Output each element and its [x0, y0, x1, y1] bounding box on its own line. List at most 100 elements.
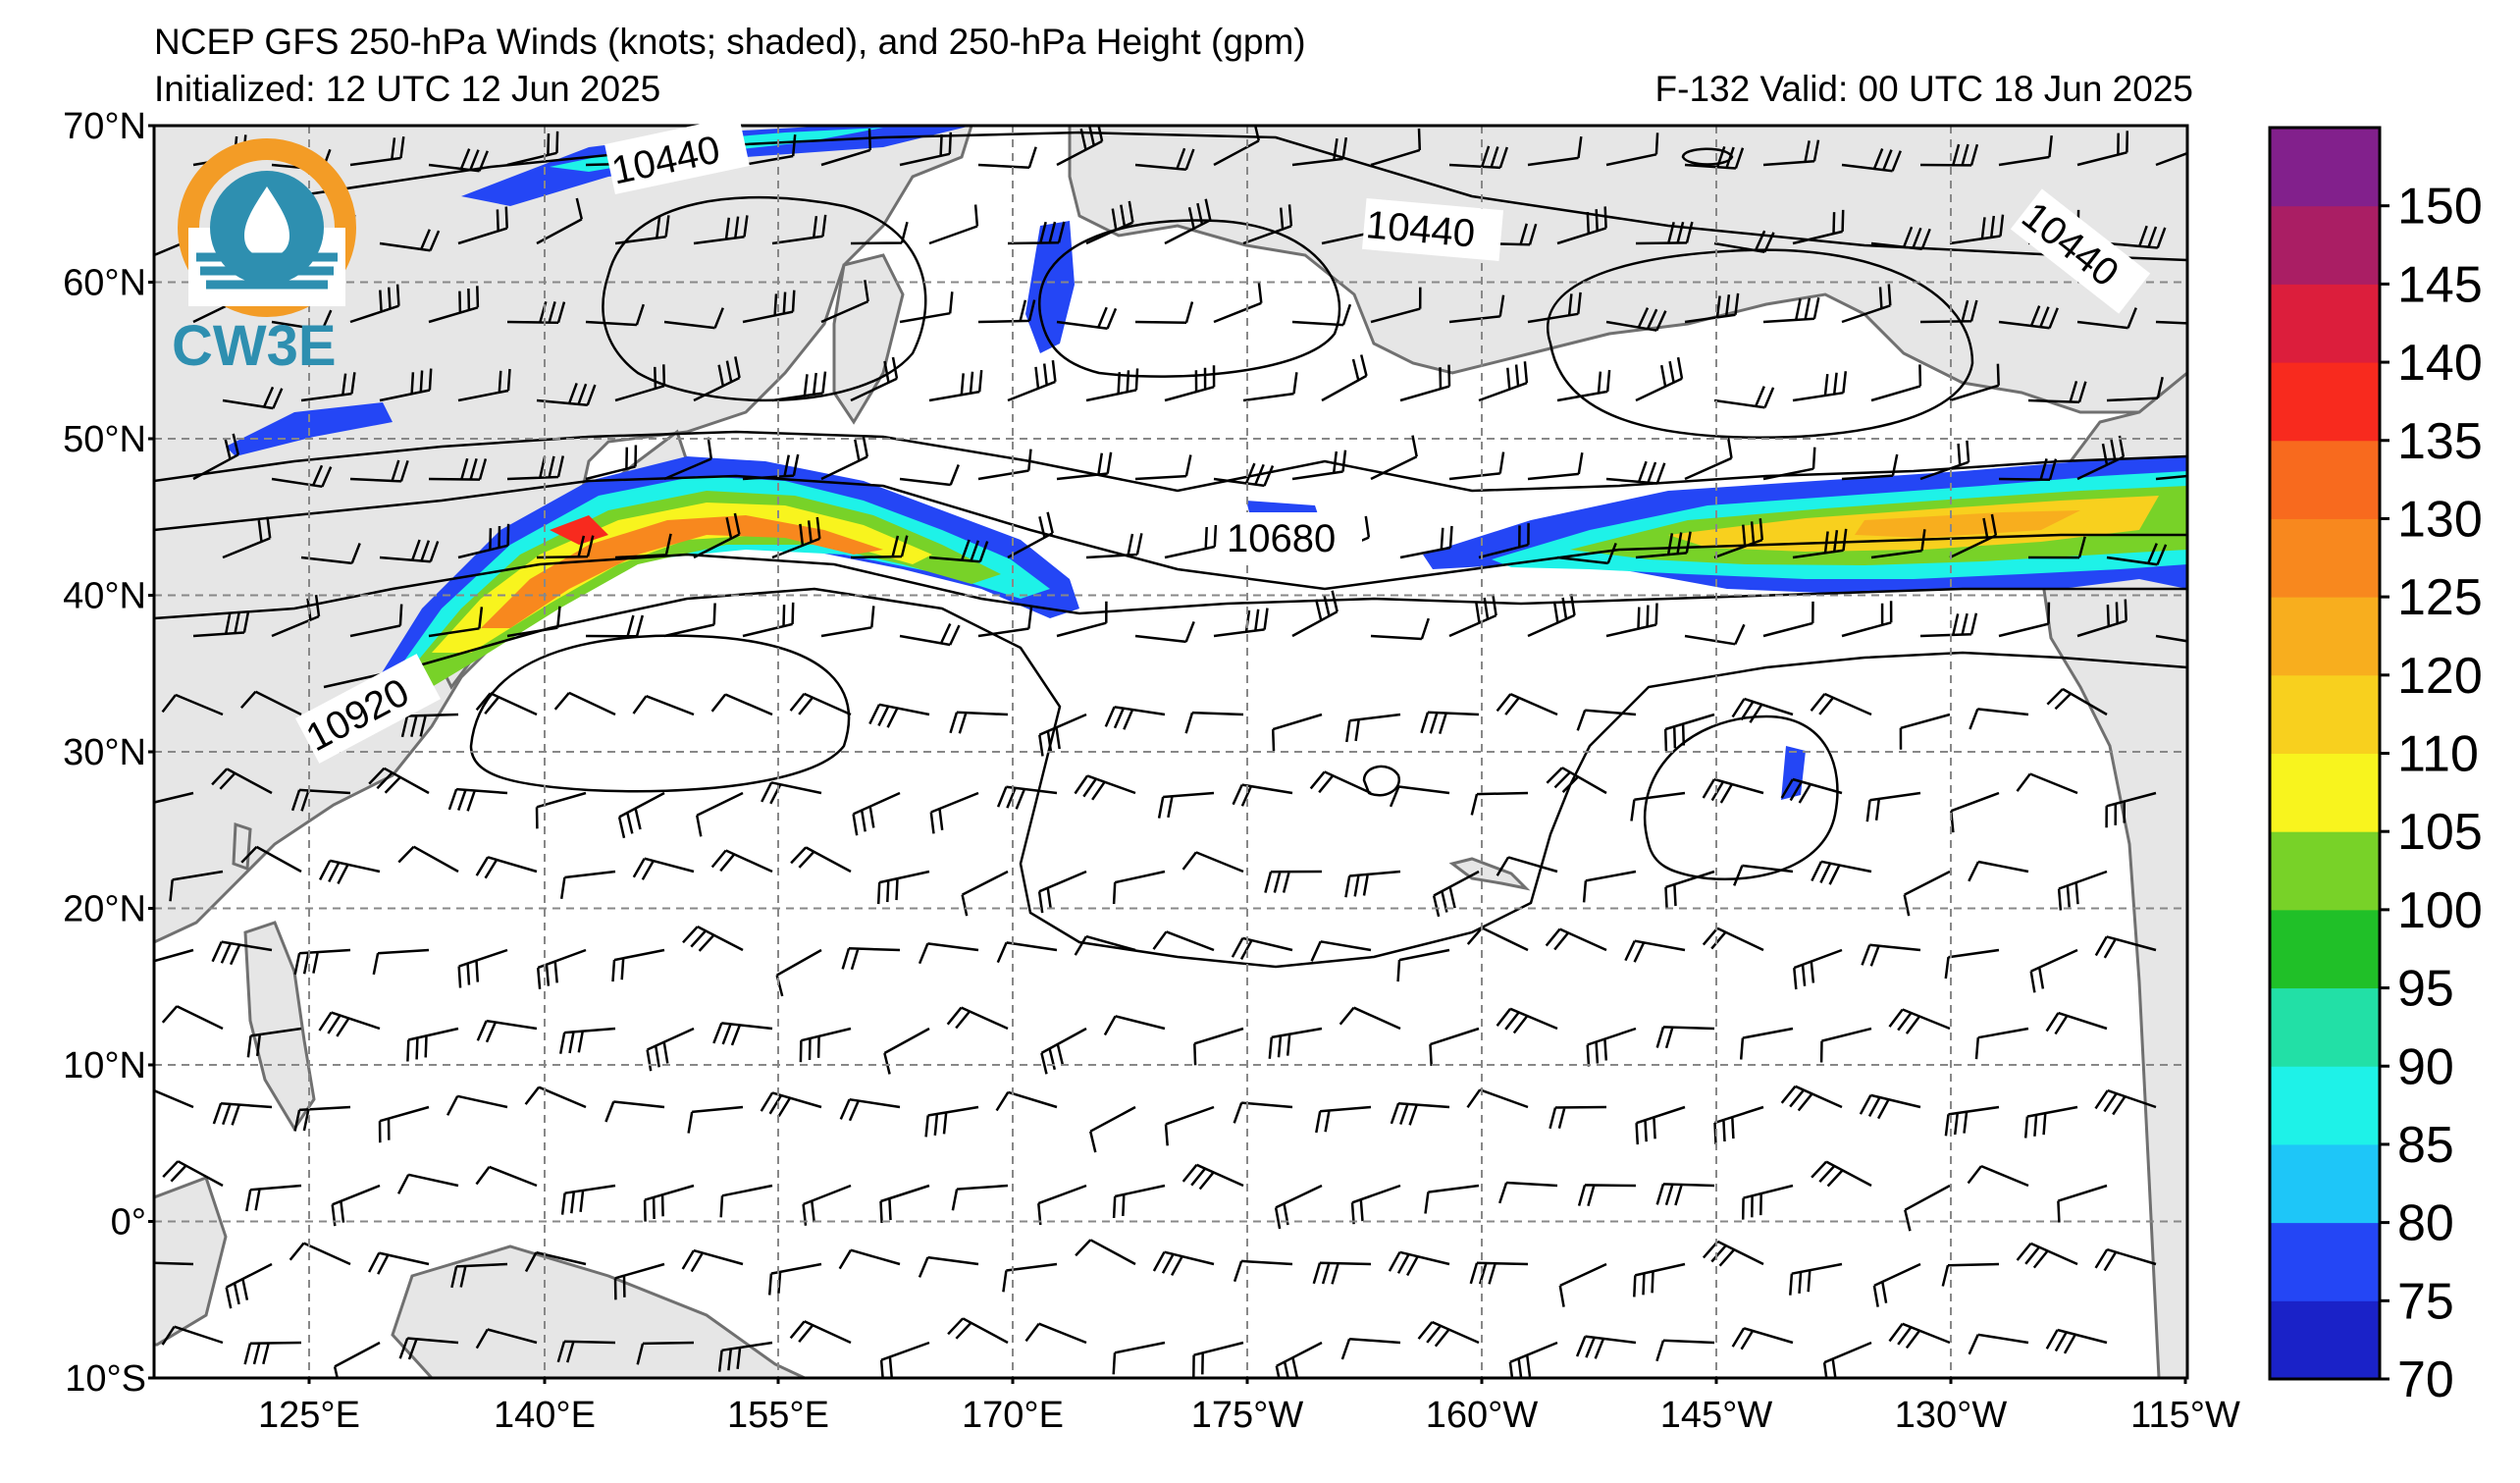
- colorbar-label: 130: [2397, 491, 2483, 548]
- wind-barb: [1968, 1333, 2029, 1355]
- wind-barb: [1164, 524, 1218, 559]
- logo-text: CW3E: [172, 314, 337, 378]
- colorbar-label: 105: [2397, 804, 2483, 861]
- wind-barb: [2076, 307, 2137, 330]
- wind-barb: [760, 1091, 822, 1118]
- wind-barb: [1056, 601, 1108, 638]
- wind-barb: [1605, 307, 1667, 332]
- colorbar-label: 110: [2397, 726, 2479, 783]
- wind-barb: [1664, 870, 1715, 909]
- colorbar-segment: [2270, 1300, 2380, 1380]
- wind-barb: [899, 622, 961, 647]
- wind-barb: [222, 386, 284, 410]
- colorbar-segment: [2270, 674, 2380, 754]
- colorbar-segment: [2270, 1143, 2380, 1224]
- wind-barb: [1870, 226, 1931, 251]
- colorbar-segment: [2270, 597, 2380, 676]
- wind-barb: [2155, 151, 2187, 167]
- wind-barb: [1865, 791, 1921, 822]
- wind-barb: [1075, 1239, 1136, 1266]
- wind-barb: [1164, 198, 1212, 245]
- wind-barb: [1007, 359, 1057, 402]
- lat-tick-label: 30°N: [63, 732, 146, 773]
- wind-barb: [1085, 200, 1134, 245]
- contour-line: [1681, 147, 1734, 166]
- wind-barb: [1242, 204, 1293, 245]
- contour-line: [154, 474, 2187, 591]
- wind-barb: [1466, 927, 1529, 952]
- wind-barb: [1088, 1105, 1136, 1153]
- wind-barb: [693, 356, 741, 402]
- colorbar-label: 80: [2397, 1195, 2454, 1252]
- wind-barb: [614, 533, 672, 559]
- jet-kamchatka-patch: [1025, 221, 1075, 353]
- wind-barb: [457, 523, 510, 559]
- wind-barb: [1007, 511, 1054, 559]
- wind-barb: [450, 1262, 508, 1289]
- wind-barb: [1390, 1101, 1450, 1126]
- wind-barb: [1040, 1027, 1087, 1075]
- wind-barb: [1780, 777, 1843, 804]
- lon-tick-label: 115°W: [2130, 1395, 2240, 1436]
- wind-barb: [457, 368, 511, 402]
- wind-barb: [1310, 940, 1372, 962]
- wind-barb: [717, 1341, 773, 1372]
- wind-barb: [742, 290, 796, 324]
- wind-barb: [1811, 1160, 1872, 1188]
- wind-barb: [611, 948, 665, 982]
- wind-barb: [2094, 1088, 2157, 1116]
- wind-barb: [614, 215, 670, 245]
- wind-barb: [1575, 1335, 1637, 1359]
- wind-barb: [1134, 620, 1195, 644]
- wind-barb: [1731, 1327, 1794, 1351]
- wind-barb: [475, 1328, 538, 1350]
- wind-barb: [1448, 145, 1508, 170]
- wind-barb: [318, 1011, 381, 1037]
- wind-barb: [604, 1100, 665, 1123]
- wind-barb: [1103, 1015, 1166, 1036]
- wind-barb: [1633, 1262, 1686, 1298]
- wind-barb: [1181, 851, 1244, 874]
- wind-barb: [789, 692, 852, 716]
- jet-north-patch: [461, 126, 971, 206]
- wind-barb: [1998, 602, 2051, 638]
- wind-barb: [693, 512, 741, 559]
- lon-tick-label: 155°E: [727, 1395, 829, 1436]
- contour-line: [1362, 765, 1400, 797]
- wind-barb: [850, 535, 909, 559]
- wind-barb: [211, 940, 273, 966]
- colorbar-segment: [2270, 284, 2380, 363]
- colorbar-label: 135: [2397, 413, 2483, 470]
- wind-barb: [1309, 770, 1372, 795]
- wind-barb: [1496, 856, 1558, 876]
- wind-barb: [1134, 301, 1194, 324]
- wind-barb: [1233, 1101, 1293, 1124]
- wind-barb: [1558, 1262, 1607, 1307]
- wind-barb: [289, 1242, 351, 1266]
- wind-barb: [742, 602, 795, 638]
- wind-barb: [475, 692, 538, 716]
- wind-barb: [2094, 935, 2157, 959]
- wind-barb: [868, 703, 930, 728]
- wind-barb: [1291, 303, 1352, 327]
- colorbar-segment: [2270, 362, 2380, 442]
- wind-barb: [1762, 447, 1816, 481]
- wind-barb: [1556, 206, 1607, 245]
- wind-barb: [949, 711, 1009, 734]
- wind-barb: [1919, 299, 1978, 324]
- wind-barb: [1576, 709, 1637, 731]
- wind-barb: [1527, 135, 1583, 167]
- wind-barb: [977, 299, 1036, 324]
- wind-barb: [1702, 1240, 1764, 1267]
- wind-barb: [397, 845, 459, 874]
- wind-barb: [771, 371, 827, 402]
- wind-barb: [918, 942, 979, 965]
- wind-barb: [1399, 364, 1451, 402]
- wind-barb: [585, 445, 638, 481]
- wind-barb: [1841, 284, 1892, 324]
- wind-barb: [695, 791, 744, 837]
- contour-line: [602, 195, 927, 402]
- wind-barb: [1478, 523, 1530, 559]
- wind-barb: [524, 1086, 587, 1109]
